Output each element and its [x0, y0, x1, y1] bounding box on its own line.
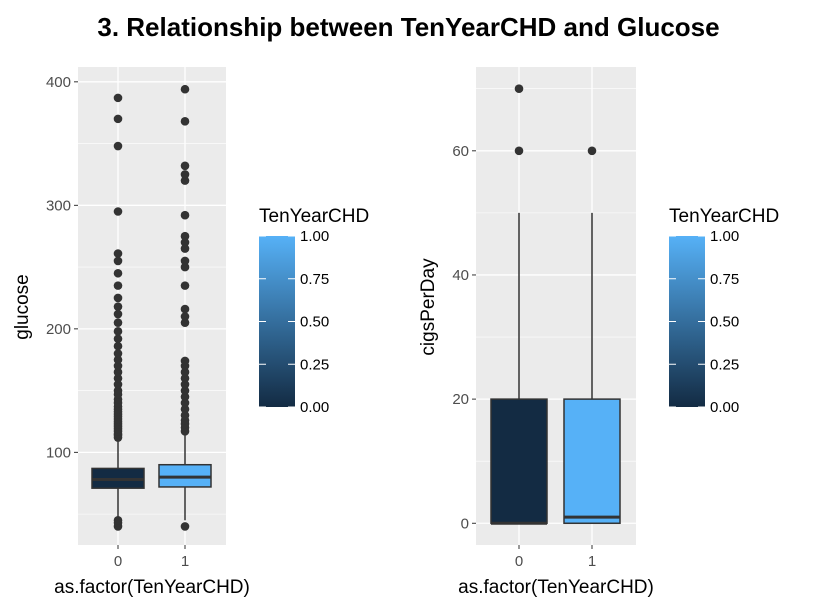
glucose-boxplot-panel: 100 200 300 400 0 1 [46, 67, 226, 570]
outlier-point [587, 146, 597, 156]
outlier-point [180, 318, 190, 327]
outlier-point [180, 398, 190, 408]
cigsperday-boxplot-panel: 0 20 40 60 0 1 [452, 67, 636, 570]
outlier-point [113, 373, 123, 383]
y-tick-label: 0 [461, 515, 469, 532]
outlier-point [180, 262, 190, 272]
outlier-point [113, 355, 123, 365]
legend-title-cigsperday: TenYearCHD [669, 206, 779, 227]
outlier-point [113, 302, 123, 311]
legend-label: 0.50 [300, 314, 329, 331]
outlier-point [514, 146, 524, 156]
x-tick-label: 1 [588, 553, 596, 570]
outlier-point [180, 84, 190, 94]
outlier-point [180, 117, 190, 126]
outlier-point [180, 244, 190, 253]
outlier-point [180, 161, 190, 171]
outlier-point [180, 392, 190, 402]
outlier-point [113, 515, 123, 525]
outlier-point [180, 176, 190, 185]
y-axis-title-glucose: glucose [12, 274, 33, 340]
x-axis-title-glucose: as.factor(TenYearCHD) [54, 577, 250, 598]
outlier-point [180, 367, 190, 377]
outlier-point [113, 281, 123, 290]
outlier-point [113, 367, 123, 377]
legend-title-glucose: TenYearCHD [259, 206, 369, 227]
outlier-point [180, 373, 190, 383]
legend-label: 0.75 [710, 271, 739, 288]
outlier-point [180, 170, 190, 179]
legend-label: 0.00 [300, 399, 329, 416]
box-iqr [490, 398, 548, 525]
outlier-point [180, 304, 190, 314]
y-tick-label: 200 [46, 321, 71, 338]
outlier-point [180, 386, 190, 395]
legend-glucose: TenYearCHD 1.00 0.75 0.50 0.25 0.00 [259, 206, 369, 416]
outlier-point [180, 411, 190, 420]
x-tick-label: 0 [114, 553, 122, 570]
outlier-point [113, 386, 123, 395]
outlier-point [113, 93, 123, 103]
x-axis-title-cigsperday: as.factor(TenYearCHD) [458, 577, 654, 598]
outlier-point [113, 249, 123, 258]
outlier-point [113, 293, 123, 303]
outlier-point [113, 309, 123, 319]
outlier-point [180, 210, 190, 220]
legend-label: 0.00 [710, 399, 739, 416]
outlier-point [113, 327, 123, 336]
page-title: 3. Relationship between TenYearCHD and G… [97, 12, 720, 42]
x-tick-label: 1 [181, 553, 189, 570]
legend-label: 0.75 [300, 271, 329, 288]
outlier-point [113, 268, 123, 278]
outlier-point [180, 256, 190, 266]
outlier-point [113, 334, 123, 344]
outlier-point [180, 356, 190, 366]
outlier-point [113, 207, 123, 216]
y-tick-label: 100 [46, 444, 71, 461]
outlier-point [113, 349, 123, 358]
outlier-point [180, 522, 190, 531]
x-tick-label: 0 [515, 553, 523, 570]
outlier-point [113, 380, 123, 389]
outlier-point [180, 238, 190, 247]
outlier-point [180, 312, 190, 321]
legend-label: 1.00 [300, 228, 329, 245]
outlier-point [113, 256, 123, 266]
legend-label: 1.00 [710, 228, 739, 245]
legend-label: 0.50 [710, 314, 739, 331]
outlier-point [180, 281, 190, 290]
y-tick-label: 300 [46, 197, 71, 214]
y-tick-label: 60 [452, 143, 469, 160]
outlier-point [113, 318, 123, 327]
outlier-point [180, 231, 190, 241]
y-axis-title-cigsperday: cigsPerDay [418, 258, 439, 356]
y-tick-label: 40 [452, 267, 469, 284]
legend-label: 0.25 [300, 356, 329, 373]
outlier-point [113, 341, 123, 351]
y-tick-label: 400 [46, 74, 71, 91]
outlier-point [180, 404, 190, 414]
legend-label: 0.25 [710, 356, 739, 373]
outlier-point [113, 141, 123, 151]
outlier-point [113, 114, 123, 124]
box-iqr [563, 398, 621, 525]
y-tick-label: 20 [452, 391, 469, 408]
legend-cigsperday: TenYearCHD 1.00 0.75 0.50 0.25 0.00 [669, 206, 779, 416]
outlier-point [113, 361, 123, 371]
outlier-point [180, 380, 190, 389]
outlier-point [514, 84, 524, 94]
